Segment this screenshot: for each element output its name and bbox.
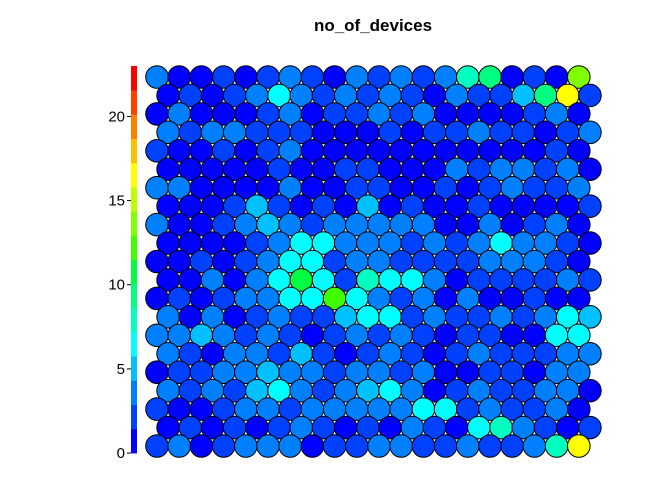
colorbar-segment	[131, 114, 137, 139]
colorbar-tick-label: 5	[117, 361, 125, 378]
colorbar-segment	[131, 139, 137, 164]
colorbar-tick-label: 20	[108, 108, 125, 125]
som-unit	[390, 435, 413, 458]
colorbar-segment	[131, 356, 137, 381]
hex-grid	[146, 66, 602, 458]
colorbar-segment	[131, 187, 137, 212]
colorbar-segment	[131, 163, 137, 188]
som-unit	[457, 435, 480, 458]
colorbar-segment	[131, 332, 137, 357]
som-unit	[434, 435, 457, 458]
som-unit	[301, 435, 324, 458]
colorbar-segment	[131, 429, 137, 454]
som-unit	[190, 435, 213, 458]
som-unit	[212, 435, 235, 458]
som-unit	[479, 435, 502, 458]
som-unit	[279, 435, 302, 458]
colorbar-segment	[131, 260, 137, 285]
som-unit	[168, 435, 191, 458]
som-unit	[545, 435, 568, 458]
som-unit	[235, 435, 258, 458]
colorbar-segment	[131, 90, 137, 115]
colorbar-segment	[131, 284, 137, 309]
som-unit	[501, 435, 524, 458]
colorbar-segment	[131, 66, 137, 91]
colorbar-ticks: 0 5 10 15 20	[108, 108, 131, 462]
colorbar-tick-label: 0	[117, 445, 125, 462]
colorbar-tick-label: 15	[108, 193, 125, 210]
colorbar-tick-label: 10	[108, 277, 125, 294]
colorbar	[131, 66, 137, 453]
som-unit	[323, 435, 346, 458]
colorbar-segment	[131, 405, 137, 430]
som-unit	[412, 435, 435, 458]
som-unit	[346, 435, 369, 458]
som-unit	[368, 435, 391, 458]
som-unit	[146, 435, 169, 458]
colorbar-segment	[131, 211, 137, 236]
som-unit	[523, 435, 546, 458]
colorbar-segment	[131, 235, 137, 260]
som-unit	[257, 435, 280, 458]
som-unit	[568, 435, 591, 458]
colorbar-segment	[131, 380, 137, 405]
colorbar-segment	[131, 308, 137, 333]
